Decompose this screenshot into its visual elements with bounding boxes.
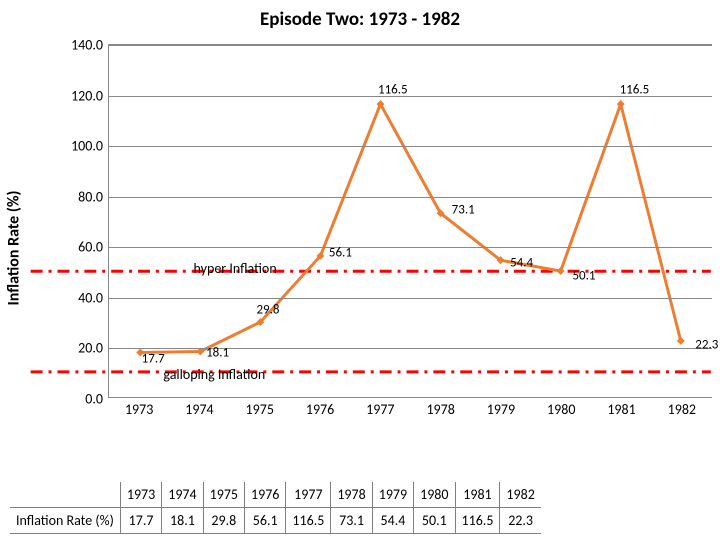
table-cell: 22.3 (500, 508, 541, 534)
data-label: 116.5 (378, 83, 408, 98)
x-tick: 1979 (471, 397, 531, 418)
table-cell: 116.5 (286, 508, 331, 534)
data-label: 29.8 (256, 302, 279, 317)
data-label: 50.1 (572, 269, 595, 284)
data-label: 54.4 (510, 256, 533, 271)
table-col-header: 1982 (500, 482, 541, 508)
table-cell: 73.1 (331, 508, 372, 534)
x-tick: 1975 (230, 397, 290, 418)
plot-area: 1973197419751976197719781979198019811982… (108, 44, 712, 398)
data-label: 17.7 (142, 352, 165, 367)
x-tick: 1977 (350, 397, 410, 418)
annotation: hyper Inflation (194, 260, 277, 277)
table-cell: 50.1 (414, 508, 455, 534)
chart-title: Episode Two: 1973 - 1982 (0, 0, 720, 31)
y-tick: 20.0 (78, 340, 109, 357)
x-tick: 1982 (652, 397, 712, 418)
data-label: 18.1 (206, 346, 229, 361)
table-col-header: 1977 (286, 482, 331, 508)
y-tick: 40.0 (78, 289, 109, 306)
series-line (140, 104, 681, 352)
x-tick: 1973 (109, 397, 169, 418)
table-cell: 116.5 (455, 508, 500, 534)
y-tick: 60.0 (78, 239, 109, 256)
x-axis-labels: 1973197419751976197719781979198019811982 (109, 397, 712, 418)
data-label: 116.5 (620, 83, 650, 98)
table-col-header: 1975 (203, 482, 244, 508)
x-tick: 1978 (410, 397, 470, 418)
y-tick: 0.0 (85, 391, 109, 408)
y-axis-label: Inflation Rate (%) (5, 191, 24, 306)
annotation: galloping Inflation (163, 366, 265, 383)
data-marker (617, 100, 625, 108)
table-cell: 17.7 (120, 508, 161, 534)
table-col-header: 1981 (455, 482, 500, 508)
table-col-header: 1980 (414, 482, 455, 508)
x-tick: 1976 (290, 397, 350, 418)
table-cell: 54.4 (372, 508, 413, 534)
data-label: 56.1 (329, 246, 352, 261)
table-cell: 18.1 (162, 508, 203, 534)
y-tick: 120.0 (71, 87, 109, 104)
x-tick: 1974 (169, 397, 229, 418)
data-label: 73.1 (452, 203, 475, 218)
x-tick: 1980 (531, 397, 591, 418)
data-marker (677, 337, 685, 345)
table-cell: 56.1 (245, 508, 286, 534)
table-row-header: Inflation Rate (%) (10, 508, 120, 534)
table-corner (10, 482, 120, 508)
table-col-header: 1976 (245, 482, 286, 508)
table-col-header: 1974 (162, 482, 203, 508)
y-tick: 100.0 (71, 138, 109, 155)
table-col-header: 1973 (120, 482, 161, 508)
y-tick: 80.0 (78, 188, 109, 205)
x-tick: 1981 (591, 397, 651, 418)
table-col-header: 1978 (331, 482, 372, 508)
chart-area: Inflation Rate (%) 197319741975197619771… (28, 38, 712, 458)
table-col-header: 1979 (372, 482, 413, 508)
data-table: 1973197419751976197719781979198019811982… (10, 482, 541, 534)
table-cell: 29.8 (203, 508, 244, 534)
y-tick: 140.0 (71, 37, 109, 54)
data-marker (557, 267, 565, 275)
data-label: 22.3 (695, 337, 718, 352)
